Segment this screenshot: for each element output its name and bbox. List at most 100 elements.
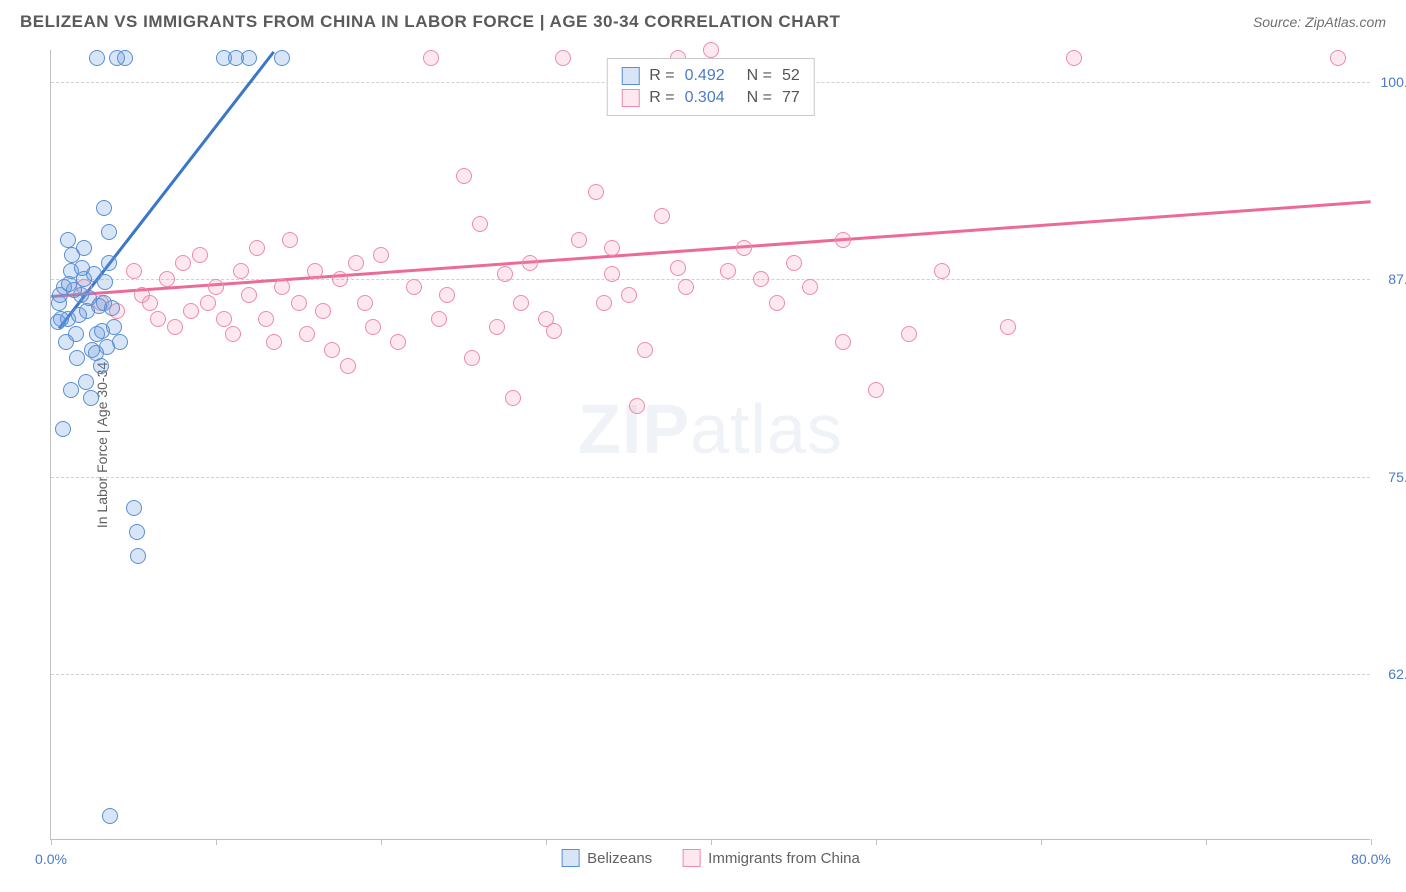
scatter-point bbox=[546, 323, 562, 339]
scatter-point bbox=[241, 287, 257, 303]
scatter-point bbox=[83, 390, 99, 406]
scatter-point bbox=[522, 255, 538, 271]
scatter-point bbox=[431, 311, 447, 327]
scatter-point bbox=[332, 271, 348, 287]
n-label: N = bbox=[747, 89, 772, 107]
scatter-point bbox=[88, 345, 104, 361]
scatter-point bbox=[340, 358, 356, 374]
scatter-point bbox=[274, 50, 290, 66]
scatter-point bbox=[117, 50, 133, 66]
scatter-point bbox=[299, 326, 315, 342]
scatter-point bbox=[58, 334, 74, 350]
scatter-point bbox=[1330, 50, 1346, 66]
scatter-point bbox=[241, 50, 257, 66]
scatter-point bbox=[472, 216, 488, 232]
scatter-point bbox=[97, 274, 113, 290]
scatter-point bbox=[423, 50, 439, 66]
stat-row-series1: R = 0.492 N = 52 bbox=[621, 65, 800, 87]
scatter-point bbox=[588, 184, 604, 200]
scatter-point bbox=[1000, 319, 1016, 335]
scatter-point bbox=[1066, 50, 1082, 66]
scatter-point bbox=[104, 300, 120, 316]
scatter-point bbox=[621, 287, 637, 303]
scatter-point bbox=[596, 295, 612, 311]
n-value: 77 bbox=[782, 89, 800, 107]
scatter-point bbox=[50, 314, 66, 330]
legend-item-series2: Immigrants from China bbox=[682, 849, 860, 867]
scatter-point bbox=[365, 319, 381, 335]
scatter-point bbox=[373, 247, 389, 263]
x-tick bbox=[876, 839, 877, 845]
scatter-point bbox=[291, 295, 307, 311]
x-tick bbox=[1206, 839, 1207, 845]
source-attribution: Source: ZipAtlas.com bbox=[1253, 14, 1386, 30]
scatter-point bbox=[390, 334, 406, 350]
n-value: 52 bbox=[782, 67, 800, 85]
scatter-point bbox=[934, 263, 950, 279]
scatter-point bbox=[497, 266, 513, 282]
r-label: R = bbox=[649, 89, 674, 107]
legend-label: Belizeans bbox=[587, 850, 652, 867]
scatter-point bbox=[604, 266, 620, 282]
r-value: 0.492 bbox=[685, 67, 725, 85]
scatter-point bbox=[786, 255, 802, 271]
scatter-point bbox=[505, 390, 521, 406]
x-tick bbox=[1371, 839, 1372, 845]
scatter-point bbox=[66, 282, 82, 298]
scatter-point bbox=[678, 279, 694, 295]
scatter-point bbox=[225, 326, 241, 342]
swatch-pink-icon bbox=[621, 89, 639, 107]
scatter-point bbox=[167, 319, 183, 335]
plot-area: ZIPatlas 62.5%75.0%87.5%100.0%0.0%80.0% bbox=[51, 50, 1370, 839]
scatter-point bbox=[76, 240, 92, 256]
scatter-point bbox=[258, 311, 274, 327]
scatter-point bbox=[720, 263, 736, 279]
scatter-point bbox=[55, 421, 71, 437]
scatter-point bbox=[357, 295, 373, 311]
scatter-point bbox=[71, 307, 87, 323]
scatter-point bbox=[348, 255, 364, 271]
y-tick-label: 100.0% bbox=[1381, 74, 1406, 90]
scatter-point bbox=[233, 263, 249, 279]
stat-row-series2: R = 0.304 N = 77 bbox=[621, 87, 800, 109]
scatter-point bbox=[101, 255, 117, 271]
chart-title: BELIZEAN VS IMMIGRANTS FROM CHINA IN LAB… bbox=[20, 12, 840, 32]
scatter-point bbox=[96, 200, 112, 216]
x-tick bbox=[216, 839, 217, 845]
scatter-point bbox=[249, 240, 265, 256]
scatter-point bbox=[315, 303, 331, 319]
correlation-stats-box: R = 0.492 N = 52 R = 0.304 N = 77 bbox=[606, 58, 815, 116]
scatter-point bbox=[868, 382, 884, 398]
swatch-pink-icon bbox=[682, 849, 700, 867]
scatter-point bbox=[129, 524, 145, 540]
scatter-point bbox=[637, 342, 653, 358]
scatter-point bbox=[629, 398, 645, 414]
scatter-point bbox=[159, 271, 175, 287]
scatter-point bbox=[307, 263, 323, 279]
scatter-point bbox=[282, 232, 298, 248]
scatter-point bbox=[274, 279, 290, 295]
scatter-point bbox=[324, 342, 340, 358]
x-tick-label: 0.0% bbox=[35, 851, 67, 867]
chart-area: In Labor Force | Age 30-34 ZIPatlas 62.5… bbox=[50, 50, 1370, 840]
x-tick-label: 80.0% bbox=[1351, 851, 1391, 867]
scatter-point bbox=[456, 168, 472, 184]
scatter-point bbox=[736, 240, 752, 256]
scatter-point bbox=[150, 311, 166, 327]
swatch-blue-icon bbox=[561, 849, 579, 867]
scatter-point bbox=[439, 287, 455, 303]
scatter-point bbox=[78, 374, 94, 390]
scatter-point bbox=[406, 279, 422, 295]
scatter-point bbox=[835, 334, 851, 350]
scatter-point bbox=[94, 323, 110, 339]
scatter-point bbox=[63, 382, 79, 398]
scatter-point bbox=[126, 500, 142, 516]
scatter-point bbox=[183, 303, 199, 319]
scatter-point bbox=[60, 232, 76, 248]
scatter-point bbox=[69, 350, 85, 366]
scatter-point bbox=[901, 326, 917, 342]
scatter-point bbox=[835, 232, 851, 248]
gridline bbox=[51, 674, 1370, 675]
scatter-point bbox=[654, 208, 670, 224]
scatter-point bbox=[102, 808, 118, 824]
